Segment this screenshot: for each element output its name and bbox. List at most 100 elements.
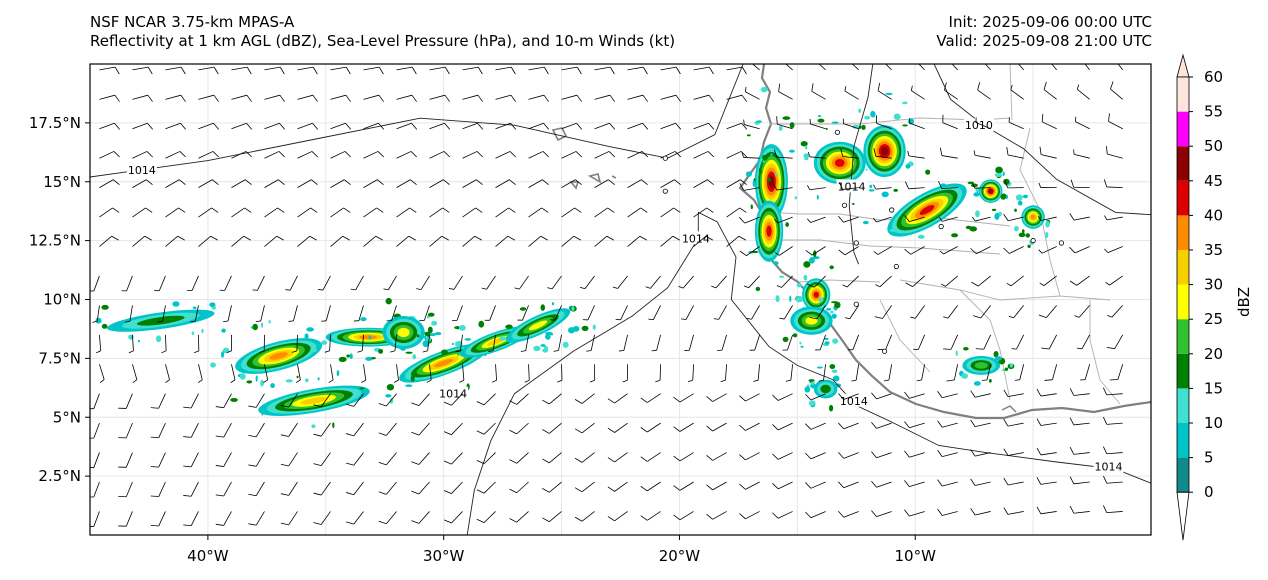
cell-fleck xyxy=(542,348,549,353)
barb-staff xyxy=(355,275,364,291)
wind-barb xyxy=(198,66,219,75)
barb-flag xyxy=(161,350,167,354)
barb-flag xyxy=(742,66,747,75)
cell-fleck xyxy=(246,380,253,384)
wind-barb xyxy=(252,275,265,291)
barb-staff xyxy=(231,235,244,247)
barb-staff xyxy=(581,393,595,404)
barb-staff xyxy=(1040,481,1057,485)
cape-verde-islands xyxy=(551,127,617,190)
wind-barb xyxy=(96,334,102,354)
barb-staff xyxy=(1008,121,1024,130)
barb-flag xyxy=(481,287,487,290)
cell-fleck xyxy=(800,345,804,348)
barb-staff xyxy=(726,94,743,100)
wind-barb xyxy=(809,305,826,320)
wind-barb xyxy=(1003,213,1024,222)
barb-staff xyxy=(660,235,674,247)
barb-flag xyxy=(411,520,420,524)
barb-flag xyxy=(313,492,322,496)
barb-staff xyxy=(843,393,859,400)
barb-staff xyxy=(549,422,562,434)
barb-staff xyxy=(614,393,628,404)
wind-barb xyxy=(443,481,463,494)
wind-barb xyxy=(706,393,727,402)
barb-staff xyxy=(909,422,925,429)
barb-staff xyxy=(158,452,166,468)
barb-staff xyxy=(743,157,760,159)
wind-barb xyxy=(622,364,628,383)
wind-barb xyxy=(739,452,760,461)
wind-barb xyxy=(772,452,793,460)
barb-staff xyxy=(843,123,859,130)
wind-barb xyxy=(378,481,397,495)
barb-flag xyxy=(378,403,387,407)
barb-staff xyxy=(1007,452,1024,456)
wind-barb xyxy=(851,364,860,382)
barb-staff xyxy=(429,151,445,159)
wind-barb xyxy=(121,275,133,292)
barb-staff xyxy=(495,94,512,100)
barb-flag xyxy=(838,215,844,223)
barb-staff xyxy=(623,334,628,351)
cell-fleck xyxy=(431,320,438,326)
barb-flag xyxy=(442,207,450,213)
cell-fleck xyxy=(824,337,829,340)
cell-fleck xyxy=(810,380,815,385)
barb-staff xyxy=(974,187,991,189)
barb-flag xyxy=(346,521,354,525)
barb-flag xyxy=(147,94,153,102)
barb-flag xyxy=(708,94,715,102)
wind-barb xyxy=(805,246,826,256)
wind-barb xyxy=(970,390,991,398)
barb-flag xyxy=(476,401,485,406)
lat-tick-label: 5°N xyxy=(53,408,81,426)
barb-flag xyxy=(509,151,517,158)
barb-flag xyxy=(1003,389,1009,397)
cell-fleck xyxy=(155,335,162,343)
wind-barb xyxy=(1041,113,1057,130)
barb-staff xyxy=(223,511,232,526)
barb-staff xyxy=(363,364,367,381)
cell-fleck xyxy=(1014,208,1017,212)
wind-barb xyxy=(811,83,826,100)
barb-flag xyxy=(312,66,318,75)
barb-staff xyxy=(320,452,331,466)
barb-staff xyxy=(528,151,544,159)
barb-flag xyxy=(508,207,516,213)
barb-flag xyxy=(1041,113,1044,122)
wind-barb xyxy=(165,364,170,383)
wind-barb xyxy=(390,334,397,353)
wind-barb xyxy=(132,179,153,188)
cell-fleck xyxy=(332,422,335,429)
barb-flag xyxy=(606,235,614,241)
barb-flag xyxy=(210,235,218,241)
isobar-label-bg xyxy=(1093,459,1124,473)
isobar-label: 1010 xyxy=(965,119,993,132)
barb-flag xyxy=(1103,179,1108,188)
barb-flag xyxy=(740,151,748,158)
barb-flag xyxy=(378,123,385,130)
wind-barb xyxy=(726,179,747,188)
cell-fleck xyxy=(970,183,978,188)
lat-tick-label: 15°N xyxy=(43,173,81,191)
wind-barb xyxy=(297,66,318,75)
barb-flag xyxy=(514,287,520,290)
wind-barb xyxy=(693,235,714,247)
barb-flag xyxy=(943,316,949,319)
wind-barb xyxy=(165,179,186,188)
barb-staff xyxy=(693,122,709,130)
barb-flag xyxy=(346,433,354,437)
barb-staff xyxy=(516,393,529,405)
barb-staff xyxy=(363,122,379,130)
barb-staff xyxy=(726,151,742,159)
wind-barb xyxy=(673,393,694,403)
wind-barb xyxy=(132,235,152,247)
barb-flag xyxy=(377,151,385,158)
barb-flag xyxy=(883,379,890,382)
barb-flag xyxy=(346,403,354,407)
barb-flag xyxy=(280,493,289,496)
wind-barb xyxy=(561,94,583,102)
cell-fleck xyxy=(95,317,102,324)
barb-staff xyxy=(594,207,608,218)
